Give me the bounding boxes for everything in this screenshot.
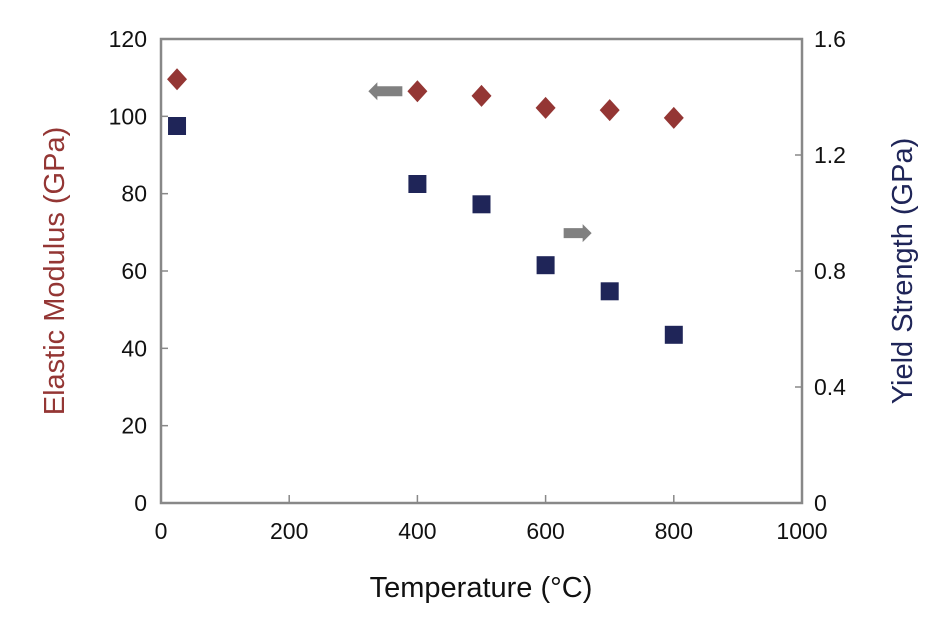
left-arrow-icon bbox=[368, 82, 403, 101]
elastic-modulus-point bbox=[407, 80, 428, 103]
y-axis-title: Elastic Modulus (GPa) bbox=[39, 127, 71, 416]
yield-strength-point bbox=[472, 195, 491, 214]
x-tick-label: 200 bbox=[270, 518, 308, 544]
y2-tick-label: 1.6 bbox=[814, 26, 846, 52]
yield-strength-point bbox=[600, 282, 619, 301]
yield-strength-point bbox=[536, 256, 555, 275]
yield-strength-point bbox=[664, 325, 683, 344]
y-tick-label: 0 bbox=[134, 490, 147, 516]
y-tick-label: 80 bbox=[121, 181, 147, 207]
yield-strength-point bbox=[408, 175, 427, 193]
y-tick-label: 100 bbox=[109, 103, 147, 129]
x-tick-label: 1000 bbox=[776, 518, 827, 544]
right-arrow-icon bbox=[563, 224, 592, 243]
x-tick-label: 0 bbox=[155, 518, 168, 544]
elastic-modulus-point bbox=[471, 84, 492, 107]
y-tick-label: 20 bbox=[121, 413, 147, 439]
elastic-modulus-point bbox=[535, 96, 556, 119]
y2-tick-label: 0.4 bbox=[814, 374, 846, 400]
x-tick-label: 800 bbox=[655, 518, 693, 544]
x-tick-label: 400 bbox=[398, 518, 436, 544]
x-axis-title: Temperature (°C) bbox=[370, 572, 593, 604]
y-tick-label: 120 bbox=[109, 26, 147, 52]
y-tick-label: 60 bbox=[121, 258, 147, 284]
elastic-modulus-point bbox=[599, 99, 620, 122]
elastic-modulus-point bbox=[167, 68, 188, 91]
y2-tick-label: 1.2 bbox=[814, 142, 846, 168]
x-tick-label: 600 bbox=[526, 518, 564, 544]
y2-axis-title: Yield Strength (GPa) bbox=[887, 138, 919, 405]
elastic-modulus-point bbox=[663, 106, 684, 129]
y2-tick-label: 0.8 bbox=[814, 258, 846, 284]
y-tick-label: 40 bbox=[121, 335, 147, 361]
plot-frame bbox=[159, 37, 804, 505]
yield-strength-point bbox=[168, 117, 187, 135]
y2-tick-label: 0 bbox=[814, 490, 827, 516]
